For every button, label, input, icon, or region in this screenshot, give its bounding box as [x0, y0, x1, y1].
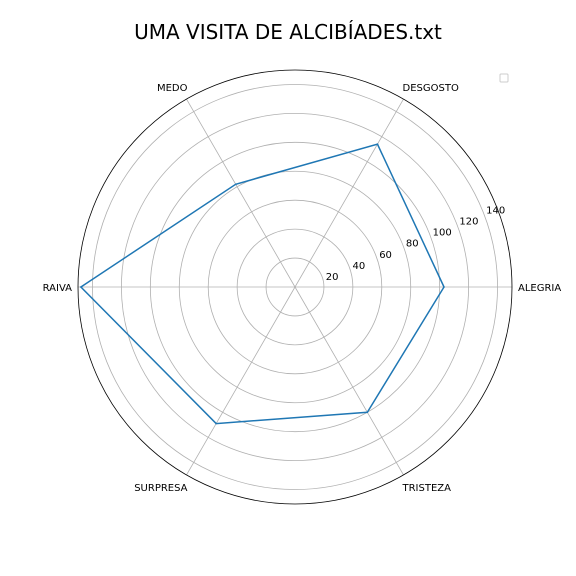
- radial-tick-label: 80: [406, 239, 419, 250]
- series-group: [79, 143, 445, 425]
- spoke-line: [294, 286, 404, 476]
- radial-tick-label: 60: [379, 250, 392, 261]
- spoke-line: [294, 98, 404, 288]
- series-line: [79, 143, 445, 425]
- radar-spokes: [78, 98, 512, 476]
- radial-tick-label: 20: [326, 272, 339, 283]
- data-point-raiva: [80, 286, 82, 288]
- radar-outer-boundary: [77, 69, 513, 505]
- axis-label-tristeza: TRISTEZA: [402, 483, 452, 494]
- radial-tick-label: 100: [433, 228, 452, 239]
- axis-label-alegria: ALEGRIA: [518, 283, 561, 294]
- radial-tick-label: 120: [459, 217, 478, 228]
- radial-tick-label: 40: [352, 261, 365, 272]
- data-point-desgosto: [376, 143, 379, 145]
- data-point-surpresa: [215, 422, 217, 425]
- axis-label-raiva: RAIVA: [43, 283, 73, 294]
- axis-label-surpresa: SURPRESA: [134, 483, 187, 494]
- data-point-medo: [234, 183, 237, 186]
- radial-tick-labels: 20 40 60 80 100 120 140: [326, 205, 505, 282]
- radial-tick-label: 140: [486, 205, 505, 216]
- data-point-alegria: [443, 286, 445, 288]
- spoke-line: [186, 98, 296, 288]
- chart-title: UMA VISITA DE ALCIBÍADES.txt: [134, 20, 442, 44]
- legend-box: [499, 73, 509, 83]
- axis-label-medo: MEDO: [157, 83, 188, 94]
- spoke-line: [186, 286, 296, 476]
- axis-label-desgosto: DESGOSTO: [403, 83, 459, 94]
- data-point-tristeza: [366, 411, 369, 414]
- category-axis-labels: ALEGRIA DESGOSTO MEDO RAIVA SURPRESA TRISTEZA: [43, 83, 562, 494]
